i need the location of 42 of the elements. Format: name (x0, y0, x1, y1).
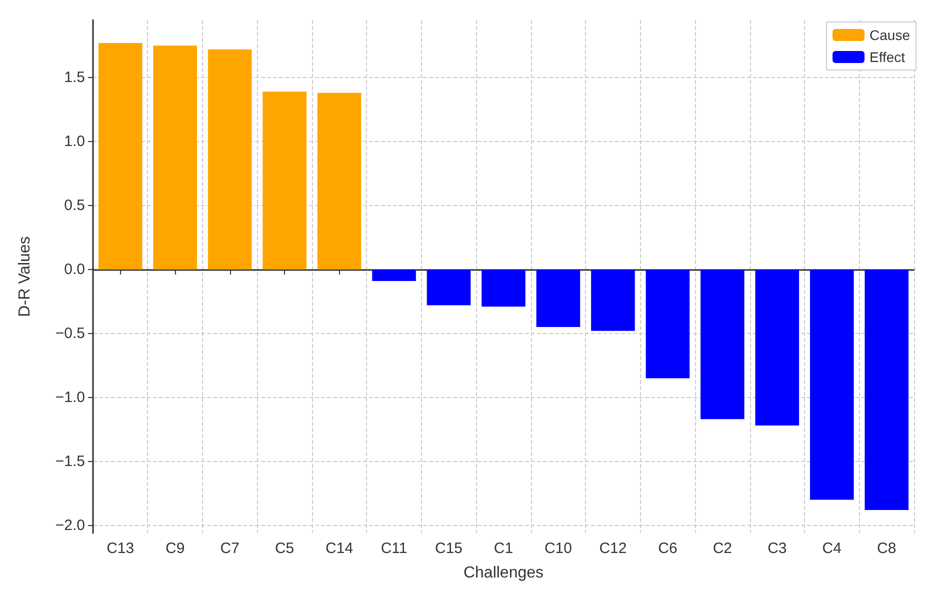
x-tick-label: C4 (822, 540, 842, 557)
y-tick-label: −1.0 (55, 388, 85, 406)
bar (372, 269, 416, 281)
bar (864, 269, 909, 510)
bar (426, 269, 471, 306)
x-tick-label: C10 (544, 540, 572, 557)
bar (262, 92, 306, 270)
x-tick-label: C1 (494, 540, 514, 557)
bar (810, 269, 854, 500)
x-tick-label: C13 (106, 540, 134, 557)
bar (317, 92, 362, 270)
bar (482, 269, 526, 307)
bar (755, 269, 800, 426)
x-tick-label: C3 (768, 540, 787, 557)
y-tick-label: −2.0 (55, 516, 85, 534)
x-tick-label: C12 (599, 540, 627, 557)
x-axis-title: Challenges (463, 564, 544, 582)
bar (536, 269, 580, 328)
y-tick-label: 0.5 (64, 197, 85, 214)
y-axis-title: D-R Values (16, 236, 34, 317)
bar (700, 269, 744, 420)
x-tick-label: C15 (435, 540, 463, 557)
x-tick-label: C7 (220, 540, 240, 557)
legend-label: Cause (870, 27, 910, 43)
bar (98, 43, 142, 270)
bar (153, 46, 197, 270)
bar (591, 269, 635, 331)
legend-label: Effect (870, 49, 906, 65)
bar (208, 49, 252, 270)
x-tick-label: C2 (712, 540, 732, 557)
bar (646, 269, 690, 378)
x-tick-label: C5 (274, 540, 294, 557)
x-tick-label: C6 (658, 540, 678, 557)
y-tick-label: 1.5 (64, 69, 85, 86)
y-tick-label: 1.0 (64, 133, 85, 150)
y-tick-label: −1.5 (55, 452, 85, 470)
x-tick-label: C11 (380, 540, 408, 557)
y-tick-label: 0.0 (64, 260, 85, 278)
x-tick-label: C14 (326, 540, 354, 557)
x-tick-label: C8 (877, 540, 896, 557)
y-tick-label: −0.5 (55, 324, 85, 342)
x-tick-label: C9 (166, 540, 185, 557)
